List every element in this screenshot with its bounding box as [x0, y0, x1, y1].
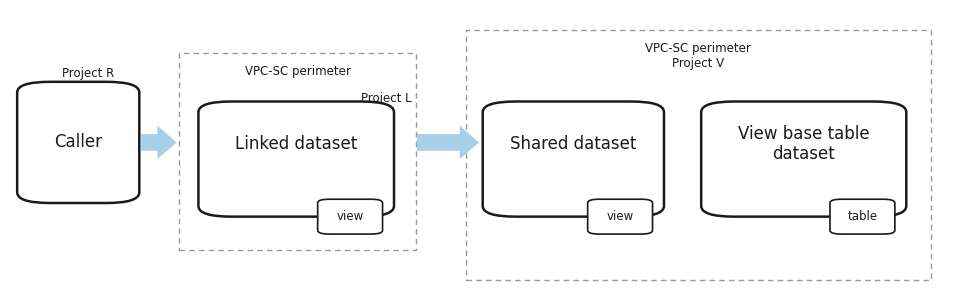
FancyBboxPatch shape — [587, 199, 652, 234]
Bar — [179, 53, 416, 250]
FancyBboxPatch shape — [317, 199, 382, 234]
Text: Linked dataset: Linked dataset — [234, 135, 357, 153]
Text: VPC-SC perimeter: VPC-SC perimeter — [245, 65, 350, 78]
FancyBboxPatch shape — [17, 82, 139, 203]
Text: VPC-SC perimeter
Project V: VPC-SC perimeter Project V — [645, 42, 750, 70]
Text: Project L: Project L — [360, 92, 411, 105]
Text: view: view — [336, 210, 363, 223]
Text: Caller: Caller — [54, 133, 102, 152]
Text: View base table
dataset: View base table dataset — [738, 125, 868, 163]
FancyBboxPatch shape — [829, 199, 894, 234]
FancyArrow shape — [416, 126, 478, 159]
FancyBboxPatch shape — [198, 102, 394, 217]
Text: view: view — [606, 210, 633, 223]
FancyBboxPatch shape — [700, 102, 905, 217]
Text: table: table — [846, 210, 877, 223]
Bar — [465, 30, 930, 280]
FancyBboxPatch shape — [482, 102, 663, 217]
FancyArrow shape — [141, 126, 176, 159]
Text: Shared dataset: Shared dataset — [510, 135, 636, 153]
Text: Project R: Project R — [62, 67, 113, 80]
